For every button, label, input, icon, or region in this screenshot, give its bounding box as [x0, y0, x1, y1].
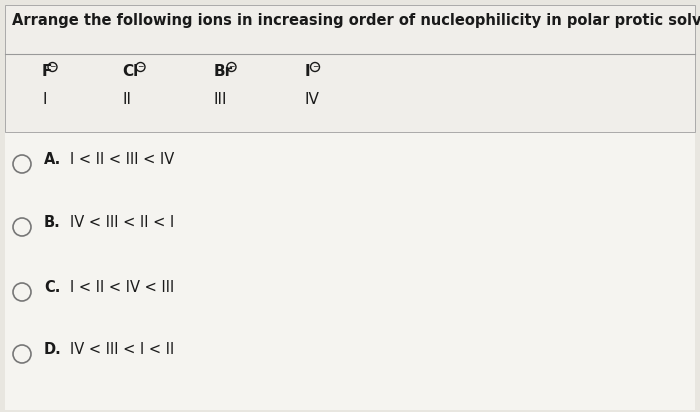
Text: −: − — [312, 63, 318, 72]
Text: Br: Br — [214, 64, 232, 79]
Text: IV: IV — [304, 92, 319, 107]
Text: II: II — [122, 92, 132, 107]
Text: Cl: Cl — [122, 64, 139, 79]
Text: I < II < IV < III: I < II < IV < III — [70, 279, 174, 295]
Text: −: − — [228, 63, 235, 72]
Text: C.: C. — [44, 279, 60, 295]
FancyBboxPatch shape — [5, 133, 695, 410]
Text: I: I — [304, 64, 310, 79]
Text: I < II < III < IV: I < II < III < IV — [70, 152, 174, 166]
Text: D.: D. — [44, 342, 62, 356]
Text: Arrange the following ions in increasing order of nucleophilicity in polar proti: Arrange the following ions in increasing… — [12, 13, 700, 28]
Text: III: III — [214, 92, 227, 107]
Text: IV < III < II < I: IV < III < II < I — [70, 215, 174, 229]
FancyBboxPatch shape — [5, 5, 695, 132]
Text: −: − — [49, 63, 56, 72]
Text: IV < III < I < II: IV < III < I < II — [70, 342, 174, 356]
Text: B.: B. — [44, 215, 61, 229]
Text: I: I — [42, 92, 46, 107]
Text: F: F — [42, 64, 52, 79]
Text: −: − — [137, 63, 144, 72]
Text: A.: A. — [44, 152, 62, 166]
